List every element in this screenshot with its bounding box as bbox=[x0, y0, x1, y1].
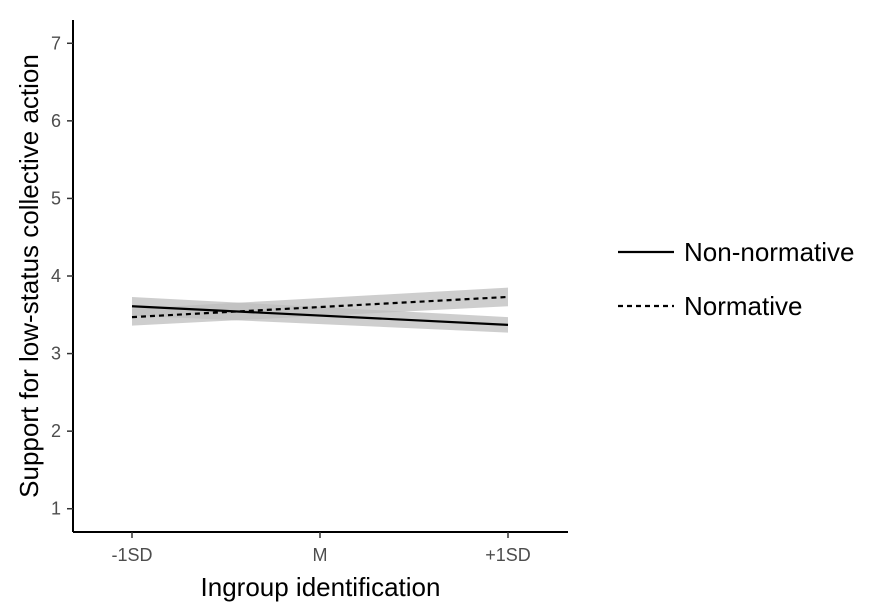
ci-band-normative bbox=[132, 287, 508, 326]
x-tick-label: M bbox=[313, 545, 328, 565]
y-tick-label: 2 bbox=[51, 421, 61, 441]
x-tick-label: -1SD bbox=[111, 545, 152, 565]
x-tick-label: +1SD bbox=[485, 545, 531, 565]
y-tick-label: 5 bbox=[51, 188, 61, 208]
y-tick-label: 4 bbox=[51, 266, 61, 286]
legend-label-non-normative: Non-normative bbox=[684, 237, 855, 267]
legend-label-normative: Normative bbox=[684, 291, 802, 321]
y-axis-ticks: 1 2 3 4 5 6 7 bbox=[51, 33, 73, 519]
x-axis-ticks: -1SD M +1SD bbox=[111, 532, 531, 565]
y-axis-title: Support for low-status collective action bbox=[14, 54, 44, 498]
axes bbox=[72, 20, 568, 533]
y-tick-label: 3 bbox=[51, 344, 61, 364]
series-line-non-normative bbox=[131, 305, 509, 326]
legend: Non-normative Normative bbox=[618, 237, 855, 321]
series-lines bbox=[131, 295, 509, 326]
y-tick-label: 7 bbox=[51, 33, 61, 53]
y-tick-label: 6 bbox=[51, 111, 61, 131]
y-tick-label: 1 bbox=[51, 499, 61, 519]
x-axis-title: Ingroup identification bbox=[201, 572, 441, 602]
